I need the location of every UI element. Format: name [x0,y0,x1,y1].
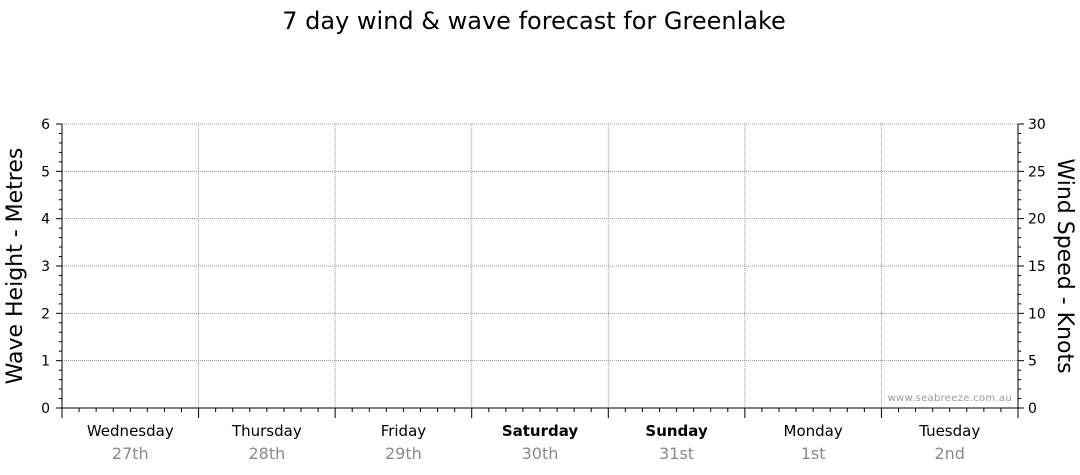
y-left-tick-label: 4 [41,212,50,228]
y-axis-left-label: Wave Height - Metres [3,148,28,385]
y-left-tick-label: 1 [41,354,50,370]
chart-title: 7 day wind & wave forecast for Greenlake [282,7,786,35]
x-day-label: Saturday [502,422,579,440]
x-date-label: 30th [522,444,559,463]
y-left-tick-label: 3 [41,259,50,275]
x-date-label: 28th [248,444,285,463]
x-day-label: Wednesday [87,422,174,440]
x-day-label: Thursday [231,422,302,440]
x-date-label: 27th [112,444,149,463]
x-day-label: Friday [381,422,427,440]
y-right-tick-label: 10 [1028,306,1046,322]
tick-labels: 0 1 2 3 4 5 6 0 5 10 15 20 25 30 Wednesday 27th Thursday… [41,117,1046,463]
y-left-tick-label: 0 [41,401,50,417]
y-right-tick-label: 25 [1028,164,1046,180]
x-date-label: 31st [659,444,694,463]
grid [62,123,1018,408]
y-left-tick-label: 6 [41,117,50,133]
y-right-tick-label: 20 [1028,212,1046,228]
y-left-tick-label: 2 [41,306,50,322]
y-right-tick-label: 15 [1028,259,1046,275]
x-day-label: Monday [784,422,843,440]
watermark: www.seabreeze.com.au [888,393,1012,404]
x-day-label: Tuesday [918,422,980,440]
x-date-label: 29th [385,444,422,463]
x-day-label: Sunday [645,422,708,440]
y-right-tick-label: 30 [1028,117,1046,133]
y-right-tick-label: 5 [1028,354,1037,370]
x-date-label: 2nd [934,444,964,463]
y-axis-right-label: Wind Speed - Knots [1052,158,1077,373]
x-date-label: 1st [801,444,826,463]
y-left-tick-label: 5 [41,164,50,180]
y-right-tick-label: 0 [1028,401,1037,417]
axes [56,123,1024,418]
